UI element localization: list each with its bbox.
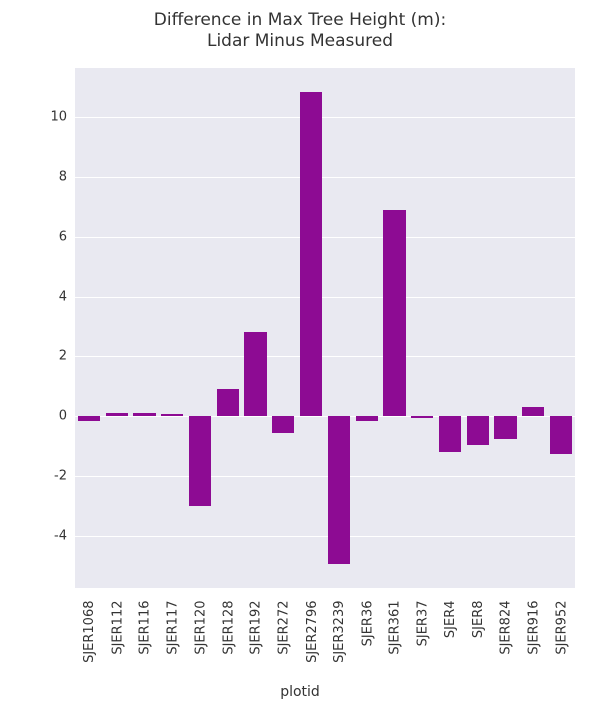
chart-title-line1: Difference in Max Tree Height (m): xyxy=(154,10,446,30)
bar xyxy=(272,416,294,432)
bar xyxy=(383,210,405,416)
xtick: SJER117 xyxy=(172,588,173,596)
xtick-label: SJER1068 xyxy=(82,601,97,663)
xtick: SJER2796 xyxy=(311,588,312,596)
bar xyxy=(550,416,572,453)
ytick-label: 4 xyxy=(59,289,67,304)
gridline xyxy=(75,117,575,118)
ytick-label: -4 xyxy=(54,528,67,543)
xtick-label: SJER2796 xyxy=(305,601,320,663)
xtick: SJER192 xyxy=(256,588,257,596)
xtick-label: SJER361 xyxy=(388,601,403,655)
gridline xyxy=(75,177,575,178)
xtick: SJER824 xyxy=(506,588,507,596)
xtick: SJER120 xyxy=(200,588,201,596)
ytick-label: 8 xyxy=(59,170,67,185)
bar xyxy=(522,407,544,416)
chart-title: Difference in Max Tree Height (m): Lidar… xyxy=(0,10,600,53)
xtick-label: SJER120 xyxy=(194,601,209,655)
xtick-label: SJER4 xyxy=(444,601,459,639)
xtick: SJER952 xyxy=(561,588,562,596)
ytick-label: 0 xyxy=(59,409,67,424)
xtick-label: SJER128 xyxy=(221,601,236,655)
xtick: SJER112 xyxy=(117,588,118,596)
bar xyxy=(328,416,350,564)
bar xyxy=(356,416,378,420)
gridline xyxy=(75,536,575,537)
xtick: SJER37 xyxy=(422,588,423,596)
xtick-label: SJER36 xyxy=(360,601,375,647)
xtick: SJER3239 xyxy=(339,588,340,596)
xtick: SJER116 xyxy=(144,588,145,596)
xtick: SJER4 xyxy=(450,588,451,596)
gridline xyxy=(75,356,575,357)
xtick-label: SJER117 xyxy=(166,601,181,655)
figure: Difference in Max Tree Height (m): Lidar… xyxy=(0,0,600,708)
xtick: SJER128 xyxy=(228,588,229,596)
bar xyxy=(161,414,183,416)
bar xyxy=(106,413,128,417)
ytick-label: 6 xyxy=(59,229,67,244)
xtick: SJER8 xyxy=(478,588,479,596)
xtick: SJER1068 xyxy=(89,588,90,596)
chart-title-line2: Lidar Minus Measured xyxy=(207,31,393,51)
xtick: SJER272 xyxy=(283,588,284,596)
xtick-label: SJER272 xyxy=(277,601,292,655)
bar xyxy=(189,416,211,506)
gridline xyxy=(75,237,575,238)
bar xyxy=(411,416,433,417)
xtick: SJER916 xyxy=(533,588,534,596)
xtick-label: SJER112 xyxy=(110,601,125,655)
ytick-label: -2 xyxy=(54,468,67,483)
gridline xyxy=(75,476,575,477)
bar xyxy=(133,413,155,416)
bar xyxy=(217,389,239,416)
plot-area: -4-20246810SJER1068SJER112SJER116SJER117… xyxy=(75,68,575,588)
bar xyxy=(494,416,516,439)
bar xyxy=(439,416,461,452)
xtick-label: SJER952 xyxy=(555,601,570,655)
xtick: SJER36 xyxy=(367,588,368,596)
bar xyxy=(244,332,266,416)
xtick: SJER361 xyxy=(394,588,395,596)
ytick-label: 2 xyxy=(59,349,67,364)
xtick-label: SJER824 xyxy=(499,601,514,655)
xtick-label: SJER116 xyxy=(138,601,153,655)
xtick-label: SJER8 xyxy=(471,601,486,639)
xtick-label: SJER37 xyxy=(416,601,431,647)
bar xyxy=(300,92,322,416)
xtick-label: SJER3239 xyxy=(332,601,347,663)
bar xyxy=(467,416,489,445)
ytick-label: 10 xyxy=(50,110,67,125)
x-axis-label: plotid xyxy=(0,684,600,700)
gridline xyxy=(75,297,575,298)
bar xyxy=(78,416,100,420)
xtick-label: SJER916 xyxy=(527,601,542,655)
xtick-label: SJER192 xyxy=(249,601,264,655)
